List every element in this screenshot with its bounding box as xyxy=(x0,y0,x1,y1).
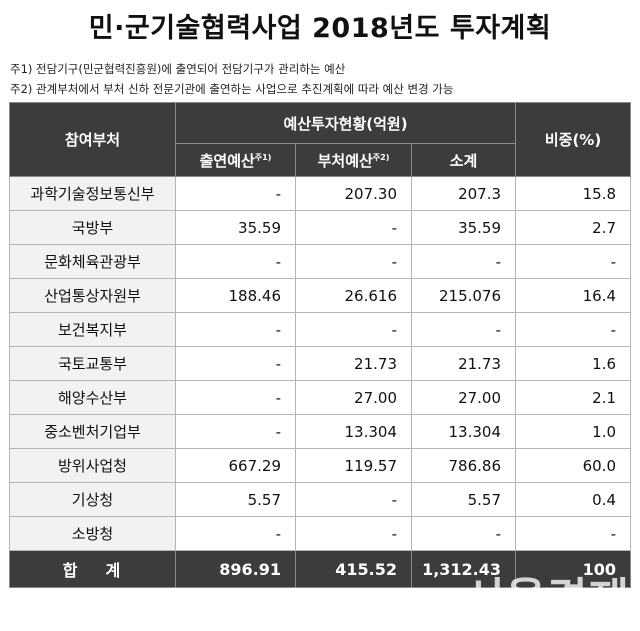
cell-contribution: - xyxy=(175,516,296,551)
cell-subtotal: 35.59 xyxy=(410,210,517,245)
cell-subtotal: 27.00 xyxy=(410,380,517,415)
cell-contribution: 188.46 xyxy=(175,278,296,313)
cell-dept: 문화체육관광부 xyxy=(9,244,176,279)
cell-share: 1.0 xyxy=(515,414,632,449)
total-row: 합계 896.91 415.52 1,312.43 100 xyxy=(9,550,632,588)
cell-subtotal: 5.57 xyxy=(410,482,517,517)
cell-dept: 방위사업청 xyxy=(9,448,176,483)
table-row: 방위사업청 667.29 119.57 786.86 60.0 xyxy=(9,448,632,483)
footnotes: 주1) 전담기구(민군협력진흥원)에 출연되어 전담기구가 관리하는 예산 주2… xyxy=(10,59,630,99)
cell-share: 0.4 xyxy=(515,482,632,517)
cell-dept: 과학기술정보통신부 xyxy=(9,176,176,211)
table-row: 문화체육관광부 - - - - xyxy=(9,244,632,279)
cell-share: 15.8 xyxy=(515,176,632,211)
cell-subtotal: 786.86 xyxy=(410,448,517,483)
cell-dept: 국방부 xyxy=(9,210,176,245)
cell-ministry: 13.304 xyxy=(295,414,412,449)
cell-dept: 중소벤처기업부 xyxy=(9,414,176,449)
table-row: 보건복지부 - - - - xyxy=(9,312,632,347)
cell-subtotal: - xyxy=(410,516,517,551)
cell-contribution: - xyxy=(175,414,296,449)
cell-dept: 국토교통부 xyxy=(9,346,176,381)
cell-ministry: - xyxy=(295,516,412,551)
header-ministry: 부처예산주2) xyxy=(295,143,412,177)
cell-ministry: - xyxy=(295,210,412,245)
total-subtotal: 1,312.43 xyxy=(410,550,517,588)
cell-subtotal: 215.076 xyxy=(410,278,517,313)
cell-dept: 보건복지부 xyxy=(9,312,176,347)
cell-share: - xyxy=(515,244,632,279)
total-ministry: 415.52 xyxy=(295,550,412,588)
cell-contribution: - xyxy=(175,380,296,415)
header-contribution: 출연예산주1) xyxy=(175,143,296,177)
cell-ministry: 207.30 xyxy=(295,176,412,211)
cell-subtotal: - xyxy=(410,312,517,347)
header-budget-group: 예산투자현황(억원) xyxy=(174,102,517,144)
footnote-2: 주2) 관계부처에서 부처 신하 전문기관에 출연하는 사업으로 추진계획에 따… xyxy=(10,82,454,96)
investment-table: 참여부처 예산투자현황(억원) 비중(%) 출연예산주1) 부처예산주2) 소계… xyxy=(9,102,632,588)
cell-share: 2.1 xyxy=(515,380,632,415)
cell-share: - xyxy=(515,516,632,551)
cell-contribution: 35.59 xyxy=(175,210,296,245)
cell-ministry: 119.57 xyxy=(295,448,412,483)
header-ministry-label: 부처예산 xyxy=(317,151,373,170)
cell-contribution: - xyxy=(175,244,296,279)
header-contribution-label: 출연예산 xyxy=(199,151,255,170)
document-title: 민·군기술협력사업 2018년도 투자계획 xyxy=(88,13,552,44)
table-row: 기상청 5.57-5.57 0.4 xyxy=(9,482,632,517)
table-row: 중소벤처기업부 -13.304 13.304 1.0 xyxy=(9,414,632,449)
cell-ministry: - xyxy=(295,244,412,279)
table-row: 국방부 35.59-35.59 2.7 xyxy=(9,210,632,245)
cell-ministry: 26.616 xyxy=(295,278,412,313)
table-row: 산업통상자원부 188.46 26.616 215.076 16.4 xyxy=(9,278,632,313)
table-row: 국토교통부 -21.73 21.73 1.6 xyxy=(9,346,632,381)
table-row: 해양수산부 -27.00 27.00 2.1 xyxy=(9,380,632,415)
header-contribution-note: 주1) xyxy=(254,152,272,162)
cell-share: - xyxy=(515,312,632,347)
cell-ministry: - xyxy=(295,482,412,517)
cell-contribution: - xyxy=(175,176,296,211)
cell-share: 16.4 xyxy=(515,278,632,313)
table-row: 소방청 - - - - xyxy=(9,516,632,551)
header-ministry-note: 주2) xyxy=(372,152,390,162)
cell-dept: 해양수산부 xyxy=(9,380,176,415)
cell-ministry: 21.73 xyxy=(295,346,412,381)
cell-contribution: 667.29 xyxy=(175,448,296,483)
cell-dept: 소방청 xyxy=(9,516,176,551)
cell-subtotal: 13.304 xyxy=(410,414,517,449)
cell-subtotal: 21.73 xyxy=(410,346,517,381)
cell-share: 2.7 xyxy=(515,210,632,245)
cell-subtotal: - xyxy=(410,244,517,279)
total-label: 합계 xyxy=(9,550,176,588)
cell-ministry: 27.00 xyxy=(295,380,412,415)
cell-share: 60.0 xyxy=(515,448,632,483)
cell-dept: 기상청 xyxy=(9,482,176,517)
header-subtotal: 소계 xyxy=(410,143,517,177)
header-share: 비중(%) xyxy=(515,102,632,177)
total-share: 100 xyxy=(515,550,632,588)
cell-contribution: - xyxy=(175,346,296,381)
cell-subtotal: 207.3 xyxy=(410,176,517,211)
table-body: 과학기술정보통신부 -207.30 207.3 15.8 국방부 35.59-35.59 2… xyxy=(9,176,632,551)
footnote-1: 주1) 전담기구(민군협력진흥원)에 출연되어 전담기구가 관리하는 예산 xyxy=(10,62,346,76)
header-dept: 참여부처 xyxy=(9,102,176,177)
cell-contribution: 5.57 xyxy=(175,482,296,517)
table-row: 과학기술정보통신부 -207.30 207.3 15.8 xyxy=(9,176,632,211)
cell-dept: 산업통상자원부 xyxy=(9,278,176,313)
cell-share: 1.6 xyxy=(515,346,632,381)
total-contribution: 896.91 xyxy=(175,550,296,588)
cell-ministry: - xyxy=(295,312,412,347)
cell-contribution: - xyxy=(175,312,296,347)
